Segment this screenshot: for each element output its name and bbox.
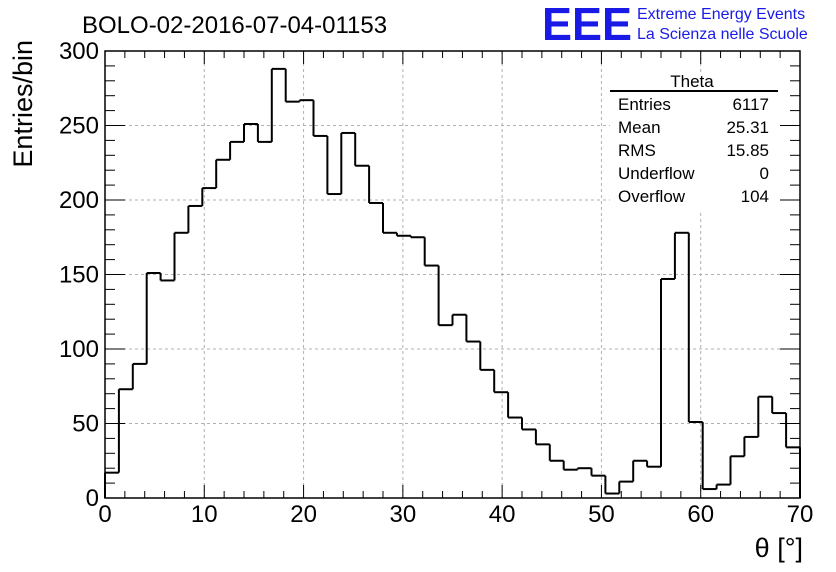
stats-box-title: Theta [670, 72, 714, 91]
x-tick-label-60: 60 [687, 501, 714, 528]
x-tick-label-10: 10 [191, 501, 218, 528]
y-axis-label: Entries/bin [8, 40, 38, 168]
y-tick-label-100: 100 [59, 336, 99, 363]
stats-box: Theta Entries 6117 Mean 25.31 RMS 15.85 Underf… [610, 72, 780, 210]
stats-label-rms: RMS [618, 141, 656, 160]
x-tick-label-30: 30 [390, 501, 417, 528]
x-tick-label-50: 50 [588, 501, 615, 528]
stats-label-overflow: Overflow [618, 187, 686, 206]
stats-value-overflow: 104 [741, 187, 769, 206]
y-tick-label-250: 250 [59, 113, 99, 140]
x-axis-label: θ [°] [755, 533, 803, 563]
logo-line2: La Scienza nelle Scuole [637, 26, 808, 43]
y-tick-label-150: 150 [59, 262, 99, 289]
x-tick-label-0: 0 [98, 501, 111, 528]
x-tick-label-70: 70 [787, 501, 814, 528]
histogram-steps [104, 67, 801, 498]
tick-labels: 0 10 20 30 40 50 60 70 0 50 100 150 200 250 300 [59, 38, 813, 528]
y-tick-label-200: 200 [59, 187, 99, 214]
chart-title: BOLO-02-2016-07-04-01153 [82, 12, 387, 39]
eee-logo: EEE Extreme Energy Events La Scienza nel… [542, 0, 808, 50]
stats-value-mean: 25.31 [726, 118, 769, 137]
y-tick-label-300: 300 [59, 38, 99, 65]
stats-value-rms: 15.85 [726, 141, 769, 160]
y-tick-label-0: 0 [86, 485, 99, 512]
logo-mark: EEE [542, 0, 632, 50]
stats-value-underflow: 0 [760, 164, 769, 183]
stats-label-mean: Mean [618, 118, 661, 137]
logo-line1: Extreme Energy Events [637, 6, 805, 23]
x-tick-label-40: 40 [489, 501, 516, 528]
stats-label-entries: Entries [618, 95, 671, 114]
x-tick-label-20: 20 [290, 501, 317, 528]
y-tick-label-50: 50 [72, 411, 99, 438]
stats-value-entries: 6117 [732, 95, 769, 114]
axes [104, 50, 801, 499]
stats-label-underflow: Underflow [618, 164, 695, 183]
stats-box-background [610, 72, 780, 210]
